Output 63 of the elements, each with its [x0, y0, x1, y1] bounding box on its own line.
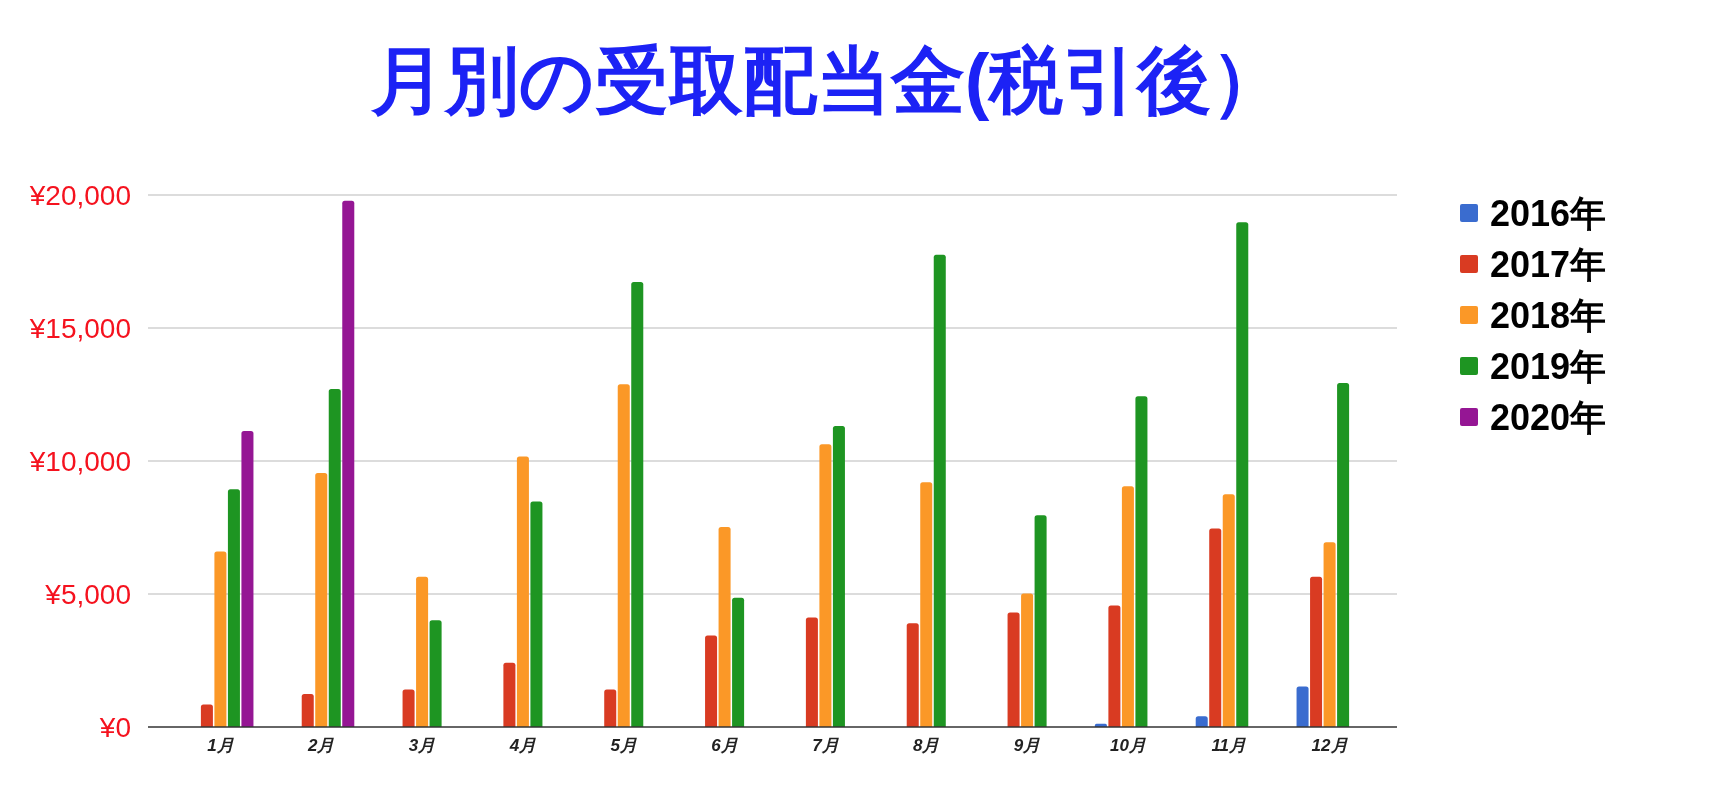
bar — [1135, 396, 1148, 727]
x-tick-label: 7月 — [812, 735, 839, 755]
bar — [402, 689, 415, 727]
bar — [227, 489, 240, 727]
bar — [516, 456, 529, 727]
bar — [214, 551, 227, 727]
x-tick-label: 10月 — [1109, 735, 1146, 755]
bar — [1209, 528, 1222, 727]
x-tick-label: 2月 — [307, 735, 335, 755]
x-tick-label: 6月 — [711, 735, 738, 755]
bar — [1034, 515, 1047, 727]
bar — [416, 576, 429, 727]
bar — [805, 617, 818, 727]
bar — [1195, 716, 1208, 727]
bar — [1121, 486, 1134, 727]
legend-label: 2016年 — [1490, 192, 1607, 234]
bar — [718, 526, 731, 727]
legend-label: 2019年 — [1490, 345, 1607, 387]
legend-label: 2018年 — [1490, 294, 1607, 336]
bar — [342, 200, 355, 727]
y-tick-label: ¥10,000 — [28, 445, 131, 477]
bar — [1296, 686, 1309, 727]
bar — [1310, 576, 1323, 727]
bar — [1323, 542, 1336, 727]
bar — [920, 482, 933, 727]
bar — [1337, 383, 1350, 727]
bar — [1021, 593, 1034, 727]
bar — [200, 704, 213, 727]
bar — [1236, 222, 1249, 727]
x-tick-label: 5月 — [610, 735, 637, 755]
y-tick-label: ¥0 — [98, 711, 131, 743]
legend-label: 2017年 — [1490, 243, 1607, 285]
bar — [832, 425, 845, 727]
bar — [617, 384, 630, 727]
bar — [241, 430, 254, 727]
y-tick-label: ¥15,000 — [28, 312, 131, 344]
bar — [1222, 494, 1235, 727]
bar — [933, 254, 946, 727]
bar — [1007, 612, 1020, 727]
bar — [503, 662, 516, 727]
bar — [530, 501, 543, 727]
bar — [705, 635, 718, 727]
y-tick-label: ¥5,000 — [44, 578, 131, 610]
bar — [604, 689, 617, 727]
bar — [301, 694, 314, 727]
bar — [906, 623, 919, 727]
x-tick-label: 8月 — [913, 735, 940, 755]
bar — [631, 281, 644, 727]
legend-label: 2020年 — [1490, 396, 1607, 438]
bar — [328, 388, 341, 727]
bar — [429, 620, 442, 727]
y-tick-label: ¥20,000 — [28, 179, 131, 211]
bar — [1108, 605, 1121, 727]
x-tick-label: 1月 — [207, 735, 234, 755]
x-tick-label: 12月 — [1311, 735, 1348, 755]
bar — [315, 472, 328, 727]
x-tick-label: 11月 — [1211, 735, 1247, 755]
bar — [819, 444, 832, 727]
x-tick-label: 4月 — [508, 735, 537, 755]
bar — [732, 597, 745, 727]
x-tick-label: 3月 — [408, 735, 436, 755]
x-tick-label: 9月 — [1013, 735, 1041, 755]
chart-title: 月別の受取配当金(税引後） — [369, 38, 1286, 122]
